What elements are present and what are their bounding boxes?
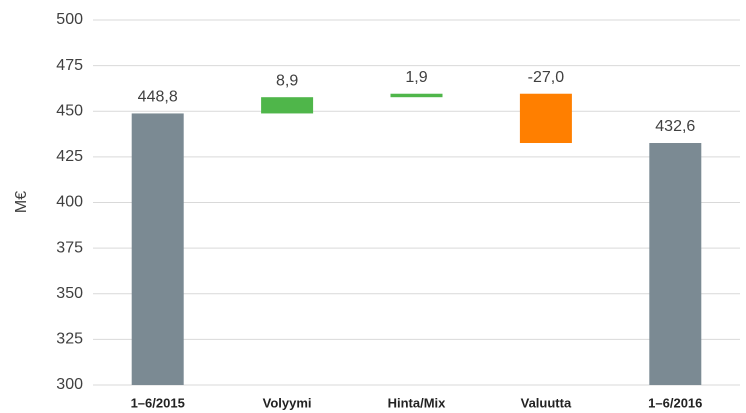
x-tick-label: Volyymi — [263, 395, 312, 410]
data-label: 432,6 — [655, 118, 695, 135]
x-tick-label: 1–6/2016 — [648, 395, 702, 410]
data-label: 448,8 — [138, 89, 178, 106]
y-tick-label: 450 — [56, 102, 83, 119]
y-tick-label: 375 — [56, 239, 83, 256]
y-tick-label: 350 — [56, 285, 83, 302]
x-tick-label: Valuutta — [521, 395, 572, 410]
y-axis-label: M€ — [13, 191, 30, 213]
bar — [519, 93, 572, 144]
bar — [649, 143, 702, 385]
data-label: 8,9 — [276, 72, 298, 89]
bar — [390, 93, 443, 98]
x-tick-label: Hinta/Mix — [388, 395, 447, 410]
y-tick-label: 425 — [56, 148, 83, 165]
data-label: -27,0 — [528, 69, 565, 86]
bar — [131, 113, 184, 385]
y-tick-label: 400 — [56, 194, 83, 211]
y-tick-label: 475 — [56, 57, 83, 74]
y-tick-label: 300 — [56, 376, 83, 393]
y-tick-label: 500 — [56, 11, 83, 28]
x-tick-label: 1–6/2015 — [131, 395, 185, 410]
bar — [261, 97, 314, 114]
data-label: 1,9 — [405, 69, 427, 86]
y-tick-label: 325 — [56, 331, 83, 348]
